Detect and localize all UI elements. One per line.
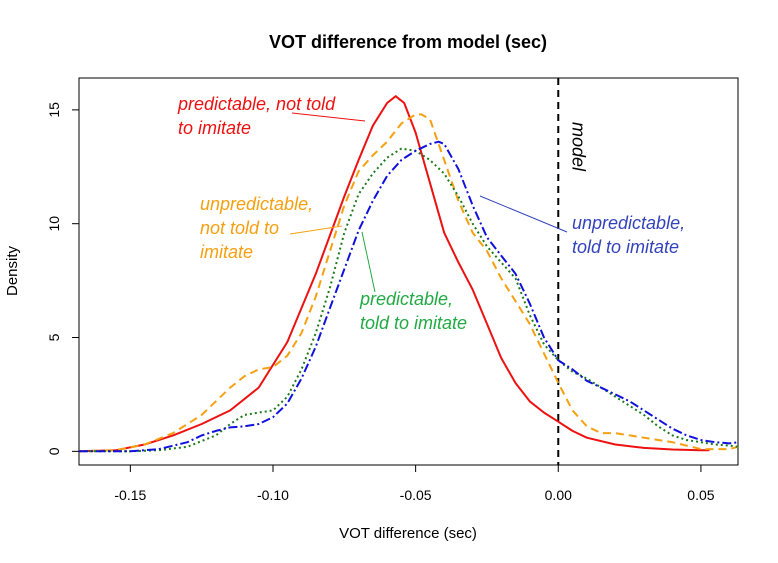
series-annotation-label: told to imitate <box>572 237 679 257</box>
x-tick-label: -0.05 <box>400 487 432 503</box>
series-annotation-label: to imitate <box>178 118 251 138</box>
y-tick-label: 0 <box>46 447 62 455</box>
series-line-predictable-told-to-imitate <box>79 147 739 453</box>
y-tick-label: 15 <box>46 102 62 118</box>
plot-frame <box>78 77 739 466</box>
series-layer <box>78 95 739 453</box>
series-annotation-label: not told to <box>200 218 279 238</box>
x-tick-label: 0.00 <box>545 487 572 503</box>
series-annotation-label: unpredictable, <box>572 213 685 233</box>
y-tick-label: 10 <box>46 216 62 232</box>
series-annotations: predictable, not told to imitate unpredict… <box>177 94 685 333</box>
series-line-unpredictable-not-told-to-imitate <box>78 113 739 453</box>
series-line-unpredictable-told-to-imitate <box>79 140 739 453</box>
series-annotation-label: predictable, <box>359 289 453 309</box>
annotation-leader-line <box>361 231 376 293</box>
annotation-leader-line <box>479 195 568 233</box>
plot-area: model predictable, not told to imitate unp… <box>78 78 739 465</box>
chart-title: VOT difference from model (sec) <box>269 32 547 52</box>
annotation-leader-line <box>291 112 366 122</box>
model-reference-label: model <box>568 122 588 172</box>
y-tick-label: 5 <box>46 333 62 341</box>
annotation-leader-line <box>289 225 343 235</box>
x-tick-label: -0.10 <box>257 487 289 503</box>
series-annotation-label: imitate <box>200 242 253 262</box>
series-annotation-label: predictable, not told <box>177 94 336 114</box>
y-axis: 0 5 10 15 <box>46 102 79 455</box>
series-line-predictable-not-told-to-imitate <box>78 95 710 453</box>
x-tick-label: 0.05 <box>687 487 714 503</box>
series-annotation-label: unpredictable, <box>200 194 313 214</box>
x-axis: -0.15 -0.10 -0.05 0.00 0.05 <box>114 465 715 503</box>
y-axis-label: Density <box>4 245 21 296</box>
x-tick-label: -0.15 <box>114 487 146 503</box>
x-axis-label: VOT difference (sec) <box>339 525 477 542</box>
series-annotation-label: told to imitate <box>360 313 467 333</box>
